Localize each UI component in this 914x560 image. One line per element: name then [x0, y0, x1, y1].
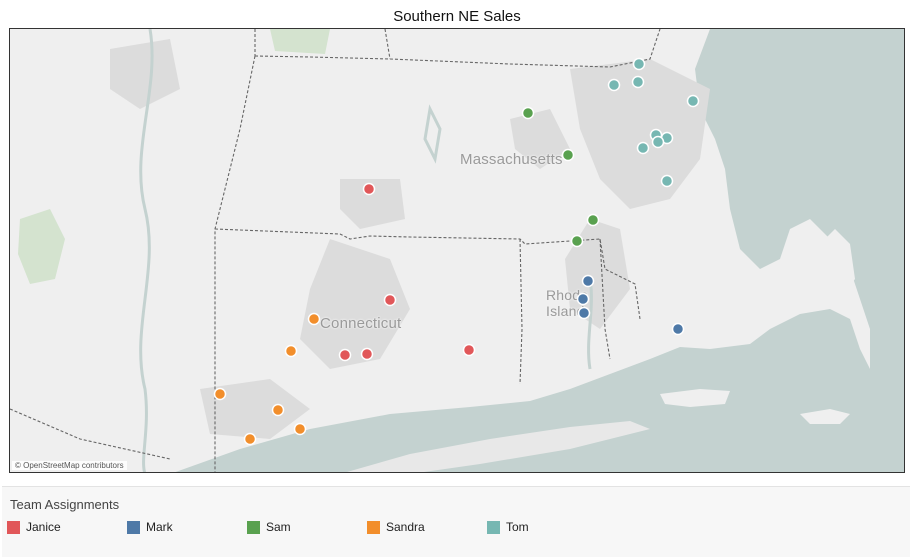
forest-area-top: [270, 29, 330, 54]
marker-sandra-1[interactable]: [307, 312, 321, 326]
legend-label-tom: Tom: [506, 520, 529, 534]
legend-title: Team Assignments: [10, 497, 120, 512]
marker-tom-1[interactable]: [632, 57, 646, 71]
long-island: [347, 421, 650, 472]
marker-tom-4[interactable]: [686, 94, 700, 108]
state-borders: [10, 29, 661, 472]
marker-sandra-2[interactable]: [284, 344, 298, 358]
legend-items: Janice Mark Sam Sandra Tom: [7, 519, 607, 537]
marker-tom-2[interactable]: [631, 75, 645, 89]
legend-label-janice: Janice: [26, 520, 61, 534]
marker-sam-1[interactable]: [521, 106, 535, 120]
legend-swatch-mark: [127, 520, 140, 534]
marker-sam-3[interactable]: [586, 213, 600, 227]
marker-mark-2[interactable]: [576, 292, 590, 306]
marker-sam-2[interactable]: [561, 148, 575, 162]
page-title: Southern NE Sales: [393, 8, 521, 25]
state-label-connecticut: Connecticut: [320, 315, 402, 332]
legend-label-sandra: Sandra: [386, 520, 425, 534]
legend-swatch-sandra: [367, 520, 380, 534]
legend-swatch-sam: [247, 520, 260, 534]
legend-item-sam[interactable]: Sam: [247, 519, 291, 535]
marker-tom-8[interactable]: [636, 141, 650, 155]
legend-item-sandra[interactable]: Sandra: [367, 519, 425, 535]
marker-janice-3[interactable]: [338, 348, 352, 362]
legend-swatch-janice: [7, 520, 20, 534]
marker-janice-1[interactable]: [362, 182, 376, 196]
forest-area: [18, 209, 65, 284]
marker-mark-1[interactable]: [581, 274, 595, 288]
map-attribution[interactable]: © OpenStreetMap contributors: [12, 461, 127, 470]
legend-label-mark: Mark: [146, 520, 173, 534]
legend-panel: Team Assignments Janice Mark Sam Sandra …: [2, 486, 910, 557]
marker-sandra-6[interactable]: [293, 422, 307, 436]
sales-markers: [213, 57, 700, 446]
marker-mark-4[interactable]: [671, 322, 685, 336]
martha-vineyard: [660, 389, 730, 407]
marker-sandra-4[interactable]: [271, 403, 285, 417]
marker-janice-5[interactable]: [462, 343, 476, 357]
cape-cod: [730, 229, 855, 314]
state-label-massachusetts: Massachusetts: [460, 151, 563, 168]
marker-sandra-3[interactable]: [213, 387, 227, 401]
marker-mark-3[interactable]: [577, 306, 591, 320]
marker-janice-2[interactable]: [383, 293, 397, 307]
marker-tom-3[interactable]: [607, 78, 621, 92]
marker-tom-9[interactable]: [660, 174, 674, 188]
rivers: [139, 29, 593, 472]
nantucket: [800, 409, 850, 424]
ocean-area: [175, 29, 904, 472]
marker-janice-4[interactable]: [360, 347, 374, 361]
marker-tom-7[interactable]: [651, 135, 665, 149]
map-view[interactable]: Massachusetts Connecticut Rhode Island ©…: [9, 28, 905, 473]
legend-item-janice[interactable]: Janice: [7, 519, 61, 535]
legend-label-sam: Sam: [266, 520, 291, 534]
legend-item-tom[interactable]: Tom: [487, 519, 529, 535]
urban-areas: [110, 39, 710, 439]
map-base: [10, 29, 904, 472]
marker-sam-4[interactable]: [570, 234, 584, 248]
legend-swatch-tom: [487, 520, 500, 534]
legend-item-mark[interactable]: Mark: [127, 519, 173, 535]
marker-sandra-5[interactable]: [243, 432, 257, 446]
